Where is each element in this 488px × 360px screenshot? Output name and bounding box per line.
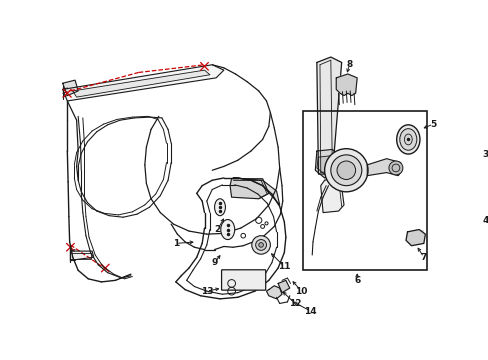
Ellipse shape (399, 129, 416, 150)
Polygon shape (366, 159, 401, 176)
Text: 13: 13 (200, 287, 213, 296)
Polygon shape (405, 230, 425, 246)
Polygon shape (266, 286, 282, 299)
Text: 14: 14 (304, 307, 316, 316)
Text: 11: 11 (278, 262, 290, 271)
Polygon shape (62, 65, 224, 101)
Polygon shape (230, 179, 268, 199)
Polygon shape (243, 270, 256, 285)
Polygon shape (320, 176, 343, 213)
Ellipse shape (324, 149, 367, 192)
Polygon shape (62, 80, 78, 95)
FancyBboxPatch shape (221, 270, 265, 290)
Ellipse shape (220, 220, 234, 239)
Polygon shape (316, 156, 336, 174)
Text: 2: 2 (214, 225, 221, 234)
Text: 3: 3 (482, 150, 488, 159)
Polygon shape (315, 149, 341, 178)
Ellipse shape (396, 125, 419, 154)
Polygon shape (316, 57, 341, 174)
Text: 7: 7 (420, 253, 426, 262)
Polygon shape (336, 74, 356, 95)
Polygon shape (70, 251, 94, 260)
Text: 5: 5 (429, 120, 435, 129)
Text: 1: 1 (172, 239, 179, 248)
Polygon shape (278, 280, 289, 293)
Text: 12: 12 (288, 299, 301, 308)
Polygon shape (233, 178, 279, 205)
Text: 10: 10 (295, 287, 307, 296)
Ellipse shape (251, 236, 270, 254)
Text: 4: 4 (482, 216, 488, 225)
Ellipse shape (214, 199, 225, 216)
Bar (302, 111, 426, 270)
Ellipse shape (258, 243, 263, 247)
Polygon shape (73, 70, 209, 97)
Ellipse shape (388, 161, 402, 175)
Ellipse shape (336, 161, 355, 180)
Text: 8: 8 (346, 60, 352, 69)
Text: 6: 6 (353, 276, 360, 285)
Text: 9: 9 (211, 258, 217, 267)
Ellipse shape (255, 239, 266, 250)
Ellipse shape (330, 155, 361, 186)
